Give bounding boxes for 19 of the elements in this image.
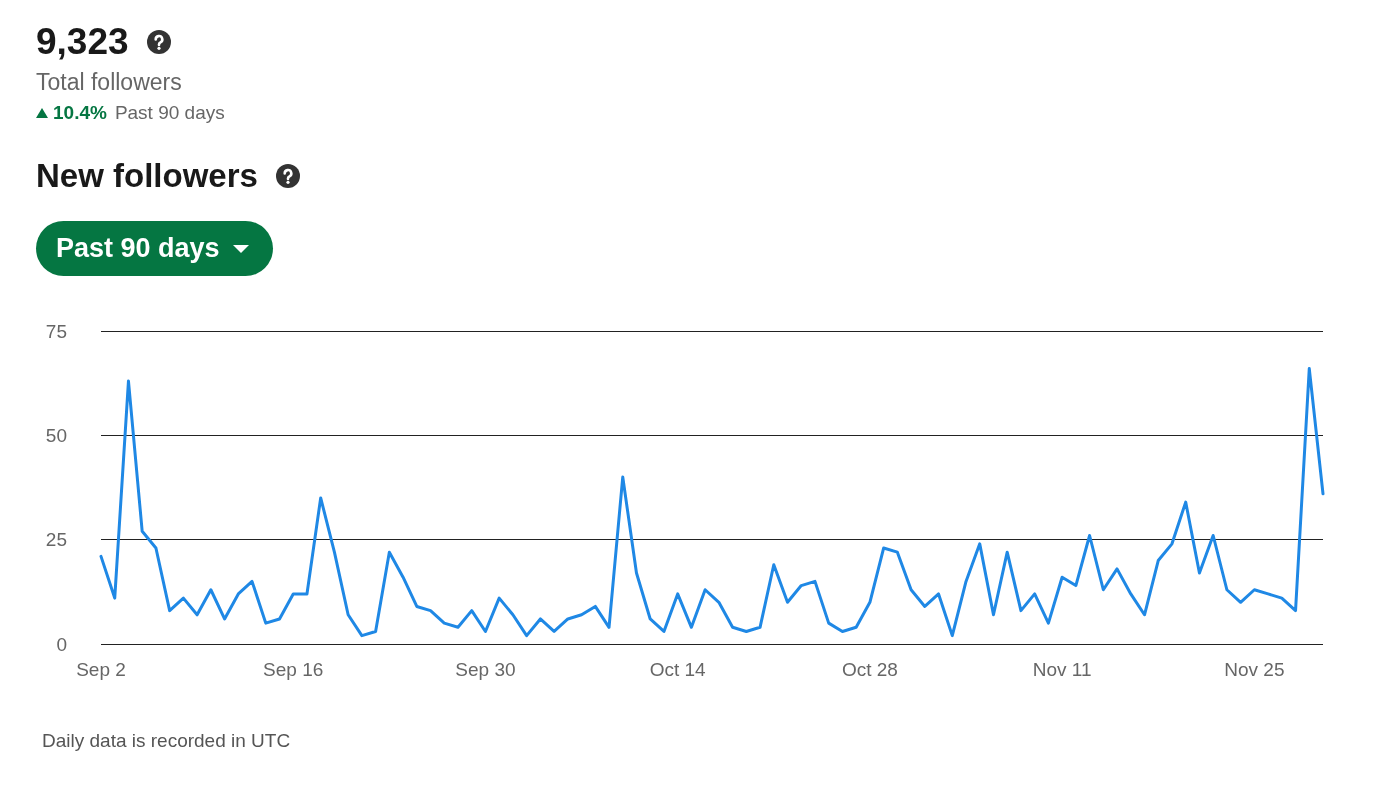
text: 9,323 (36, 21, 129, 64)
y-tick-label: 75 (45, 320, 67, 342)
y-tick-label: 50 (45, 424, 67, 446)
x-tick-label: Oct 14 (649, 659, 707, 680)
x-tick-label: Nov 11 (1032, 659, 1092, 680)
x-tick-label: Sep 2 (76, 659, 126, 680)
line-series (99, 367, 1325, 638)
x-tick-label: Nov 25 (1224, 659, 1285, 680)
y-tick-label: 25 (45, 529, 67, 551)
text: 10.4% (53, 102, 107, 124)
text: Past 90 days (114, 102, 225, 124)
text: Daily data is recorded in UTC (42, 730, 291, 752)
x-tick-label: Oct 28 (841, 659, 898, 680)
text: Total followers (36, 69, 182, 96)
dropdown-button: Past 90 days (36, 221, 273, 276)
x-tick-label: Sep 16 (263, 659, 324, 680)
x-tick-label: Sep 30 (455, 659, 516, 680)
y-tick-label: 0 (56, 633, 67, 655)
chart-title: New followers (36, 157, 258, 195)
